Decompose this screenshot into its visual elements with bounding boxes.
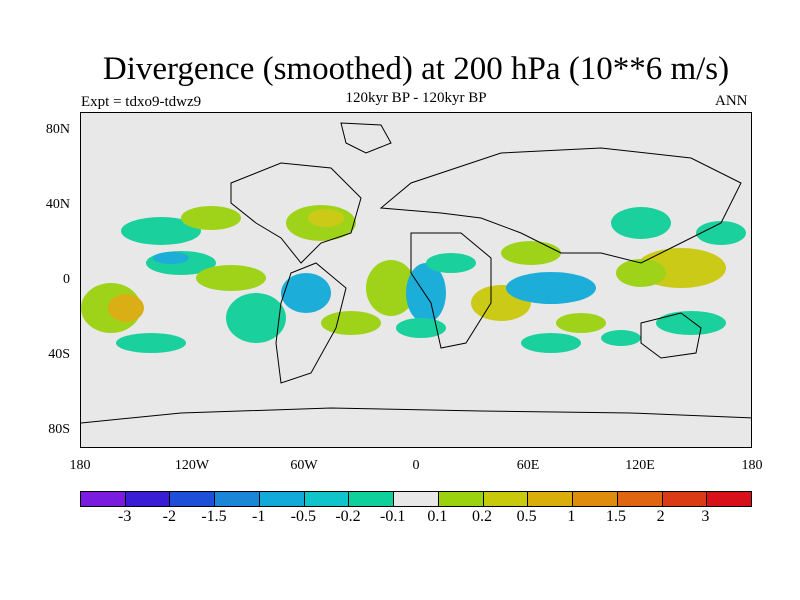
colorbar-tick-label: 0.2 [472,508,492,525]
subtitle-label: 120kyr BP - 120kyr BP [345,90,487,106]
colorbar-tick-label: -0.5 [290,508,316,525]
experiment-label: Expt = tdxo9-tdwz9 [81,94,202,110]
divergence-field [81,205,746,353]
x-tick-label: 120W [174,458,210,473]
colorbar-swatch [483,492,529,506]
colorbar-tick-label: -0.2 [335,508,361,525]
y-tick-label: 40S [48,347,70,362]
colorbar-tick-label: 1 [567,508,576,525]
map-svg [81,122,751,424]
x-tick-label: 120E [625,458,655,473]
map-panel [80,112,752,448]
colorbar-swatch [528,492,574,506]
x-tick-label: 0 [412,458,420,473]
colorbar-swatch [394,492,439,506]
colorbar-tick-label: -3 [117,508,132,525]
colorbar-swatch [707,492,752,506]
colorbar-swatch [259,492,305,506]
x-tick-label: 180 [741,458,763,473]
y-tick-label: 40N [45,197,70,212]
colorbar-tick-label: -2 [162,508,176,525]
x-tick-label: 180 [69,458,91,473]
colorbar-swatch [438,492,484,506]
colorbar-tick-label: -0.1 [379,508,406,525]
colorbar-tick-label: -1 [251,508,266,525]
chart-title: Divergence (smoothed) at 200 hPa (10**6 … [102,51,730,87]
colorbar-tick-label: 0.5 [516,508,537,525]
x-tick-label: 60E [516,458,540,473]
colorbar-tick-label: 1.5 [606,508,626,525]
y-tick-label: 0 [63,272,70,287]
colorbar-swatch [81,492,126,506]
colorbar-swatch [170,492,216,506]
colorbar-swatch [573,492,618,506]
y-tick-label: 80S [48,422,70,437]
colorbar-swatch [617,492,663,506]
y-tick-label: 80N [45,122,70,137]
colorbar-swatch [125,492,171,506]
colorbar-tick-label: 2 [656,508,665,525]
coastlines [81,122,751,424]
colorbar-swatch [349,492,395,506]
colorbar-tick-label: 3 [701,508,710,525]
colorbar-tick-label: -1.5 [201,508,227,525]
colorbar-swatch [304,492,350,506]
x-tick-label: 60W [290,458,318,473]
colorbar-tick-label: 0.1 [427,508,448,525]
season-label: ANN [715,93,748,109]
colorbar [80,491,752,507]
colorbar-swatch [662,492,708,506]
colorbar-swatch [215,492,260,506]
